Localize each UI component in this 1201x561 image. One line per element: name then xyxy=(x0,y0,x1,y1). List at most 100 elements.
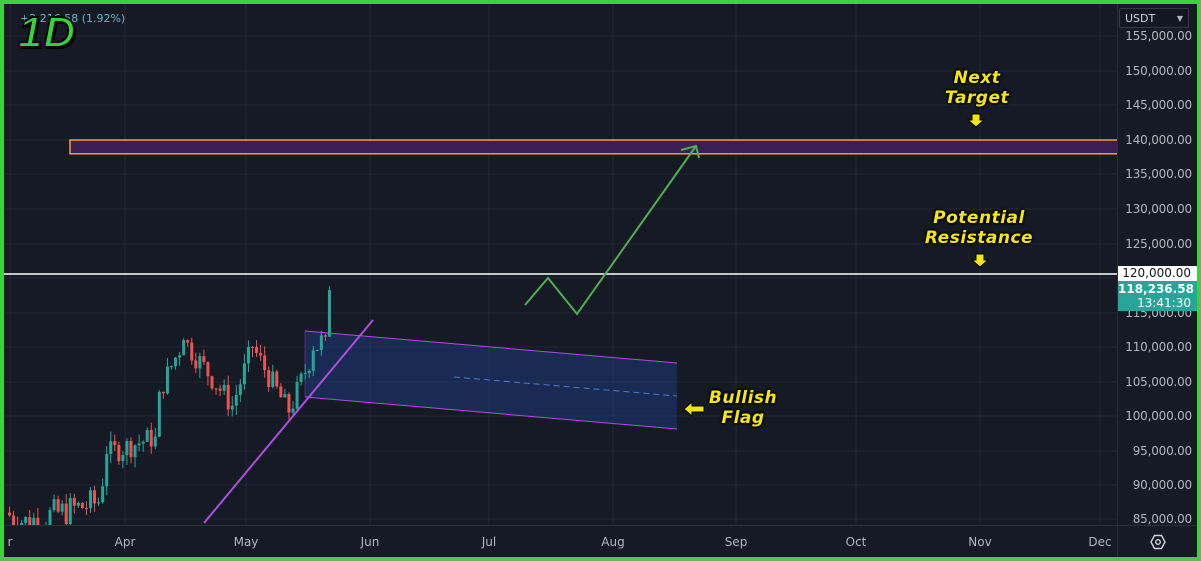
price-change-text: +2,216.58 (1.92%) xyxy=(20,12,126,25)
candle-body xyxy=(182,340,186,356)
candle-body xyxy=(170,366,173,368)
resistance-arrow-icon xyxy=(970,253,990,268)
next-target-annotation: Next Target xyxy=(932,68,1022,108)
candle-body xyxy=(202,356,206,363)
candle-body xyxy=(283,394,287,398)
candle-body xyxy=(8,512,11,516)
price-tick: 125,000.00 xyxy=(1125,237,1192,251)
candle-body xyxy=(267,370,271,387)
candle-body xyxy=(93,490,97,504)
currency-label: USDT xyxy=(1125,11,1156,25)
candle-body xyxy=(165,366,169,394)
candle-body xyxy=(113,441,117,446)
price-axis[interactable]: 155,000.00 150,000.00 145,000.00 140,000.00… xyxy=(1117,4,1197,526)
candle-body xyxy=(246,346,250,364)
uptrend-line xyxy=(203,319,374,524)
candle-body xyxy=(303,373,307,375)
projection-arrowhead xyxy=(680,144,700,159)
candle-body xyxy=(105,453,109,487)
candle-body xyxy=(149,430,153,447)
candle-body xyxy=(311,350,315,371)
candle-body xyxy=(271,371,275,387)
candle-body xyxy=(12,515,16,525)
candle-body xyxy=(174,357,178,367)
candle-body xyxy=(153,436,157,447)
price-tick: 150,000.00 xyxy=(1125,64,1192,78)
candle-body xyxy=(178,355,182,358)
flag-upper-line xyxy=(304,330,678,364)
candle-body xyxy=(133,445,137,458)
time-tick: Sep xyxy=(724,535,748,549)
price-tick: 130,000.00 xyxy=(1125,202,1192,216)
price-tick: 85,000.00 xyxy=(1132,512,1192,526)
settings-gear-icon xyxy=(1150,534,1166,550)
candle-body xyxy=(109,441,113,454)
candle-body xyxy=(275,371,279,387)
target-zone xyxy=(69,139,1117,155)
candle-body xyxy=(186,340,190,343)
candle-body xyxy=(84,508,88,510)
candle-body xyxy=(20,522,24,525)
candle-body xyxy=(230,405,234,410)
candle-body xyxy=(291,408,295,413)
time-tick: r xyxy=(7,535,13,549)
time-tick: Apr xyxy=(114,535,136,549)
timeframe-label: 1D xyxy=(17,7,77,58)
chart-plot-area[interactable]: +2,216.58 (1.92%) 1D Next Target Potenti… xyxy=(4,4,1117,525)
candle-body xyxy=(242,363,246,385)
resistance-price-label: 120,000.00 xyxy=(1118,266,1197,281)
candle-body xyxy=(60,503,64,512)
candle-body xyxy=(137,443,141,446)
candle-body xyxy=(52,499,56,510)
candle-body xyxy=(218,388,222,391)
candle-body xyxy=(226,384,230,410)
flag-lower-line xyxy=(304,396,678,430)
price-tick: 145,000.00 xyxy=(1125,98,1192,112)
candle-body xyxy=(315,349,319,351)
candle-body xyxy=(319,335,323,350)
candle-body xyxy=(206,362,210,377)
candle-body xyxy=(56,499,60,512)
candle-body xyxy=(222,384,226,391)
time-tick: Dec xyxy=(1088,535,1112,549)
next-target-arrow-icon xyxy=(966,113,986,128)
time-tick: Jun xyxy=(360,535,380,549)
candle-countdown: 13:41:30 xyxy=(1137,296,1191,310)
projection-path xyxy=(524,145,697,316)
candle-body xyxy=(129,441,133,458)
price-tick: 105,000.00 xyxy=(1125,375,1192,389)
chart-settings-button[interactable] xyxy=(1117,525,1197,557)
next-target-text: Next Target xyxy=(944,68,1010,108)
candle-body xyxy=(234,394,238,406)
candle-body xyxy=(279,386,283,398)
time-tick: May xyxy=(233,535,259,549)
candle-body xyxy=(32,517,36,525)
price-tick: 95,000.00 xyxy=(1132,444,1192,458)
candle-body xyxy=(210,376,214,389)
candle-body xyxy=(263,355,267,371)
candle-body xyxy=(259,352,263,356)
potential-resistance-annotation: Potential Resistance xyxy=(914,208,1044,248)
bullish-flag-arrow-icon xyxy=(683,400,705,418)
candle-body xyxy=(157,391,161,437)
price-tick: 140,000.00 xyxy=(1125,133,1192,147)
candle-body xyxy=(295,382,299,409)
candle-body xyxy=(117,445,121,462)
candle-body xyxy=(307,370,311,374)
price-tick: 100,000.00 xyxy=(1125,409,1192,423)
candle-body xyxy=(121,455,125,462)
time-tick: Aug xyxy=(601,535,625,549)
candle-body xyxy=(48,509,52,525)
time-axis[interactable]: r Apr May Jun Jul Aug Sep Oct Nov Dec xyxy=(4,525,1117,557)
last-price-label: 118,236.58 13:41:30 xyxy=(1118,281,1197,311)
last-price-value: 118,236.58 xyxy=(1118,282,1194,296)
currency-selector[interactable]: USDT ▼ xyxy=(1119,8,1189,28)
candle-body xyxy=(299,373,303,383)
candle-body xyxy=(24,516,28,523)
candle-body xyxy=(323,335,327,337)
price-tick: 155,000.00 xyxy=(1125,29,1192,43)
candle-body xyxy=(80,502,84,509)
candle-body xyxy=(72,497,76,506)
price-tick: 135,000.00 xyxy=(1125,167,1192,181)
candle-body xyxy=(68,497,72,525)
